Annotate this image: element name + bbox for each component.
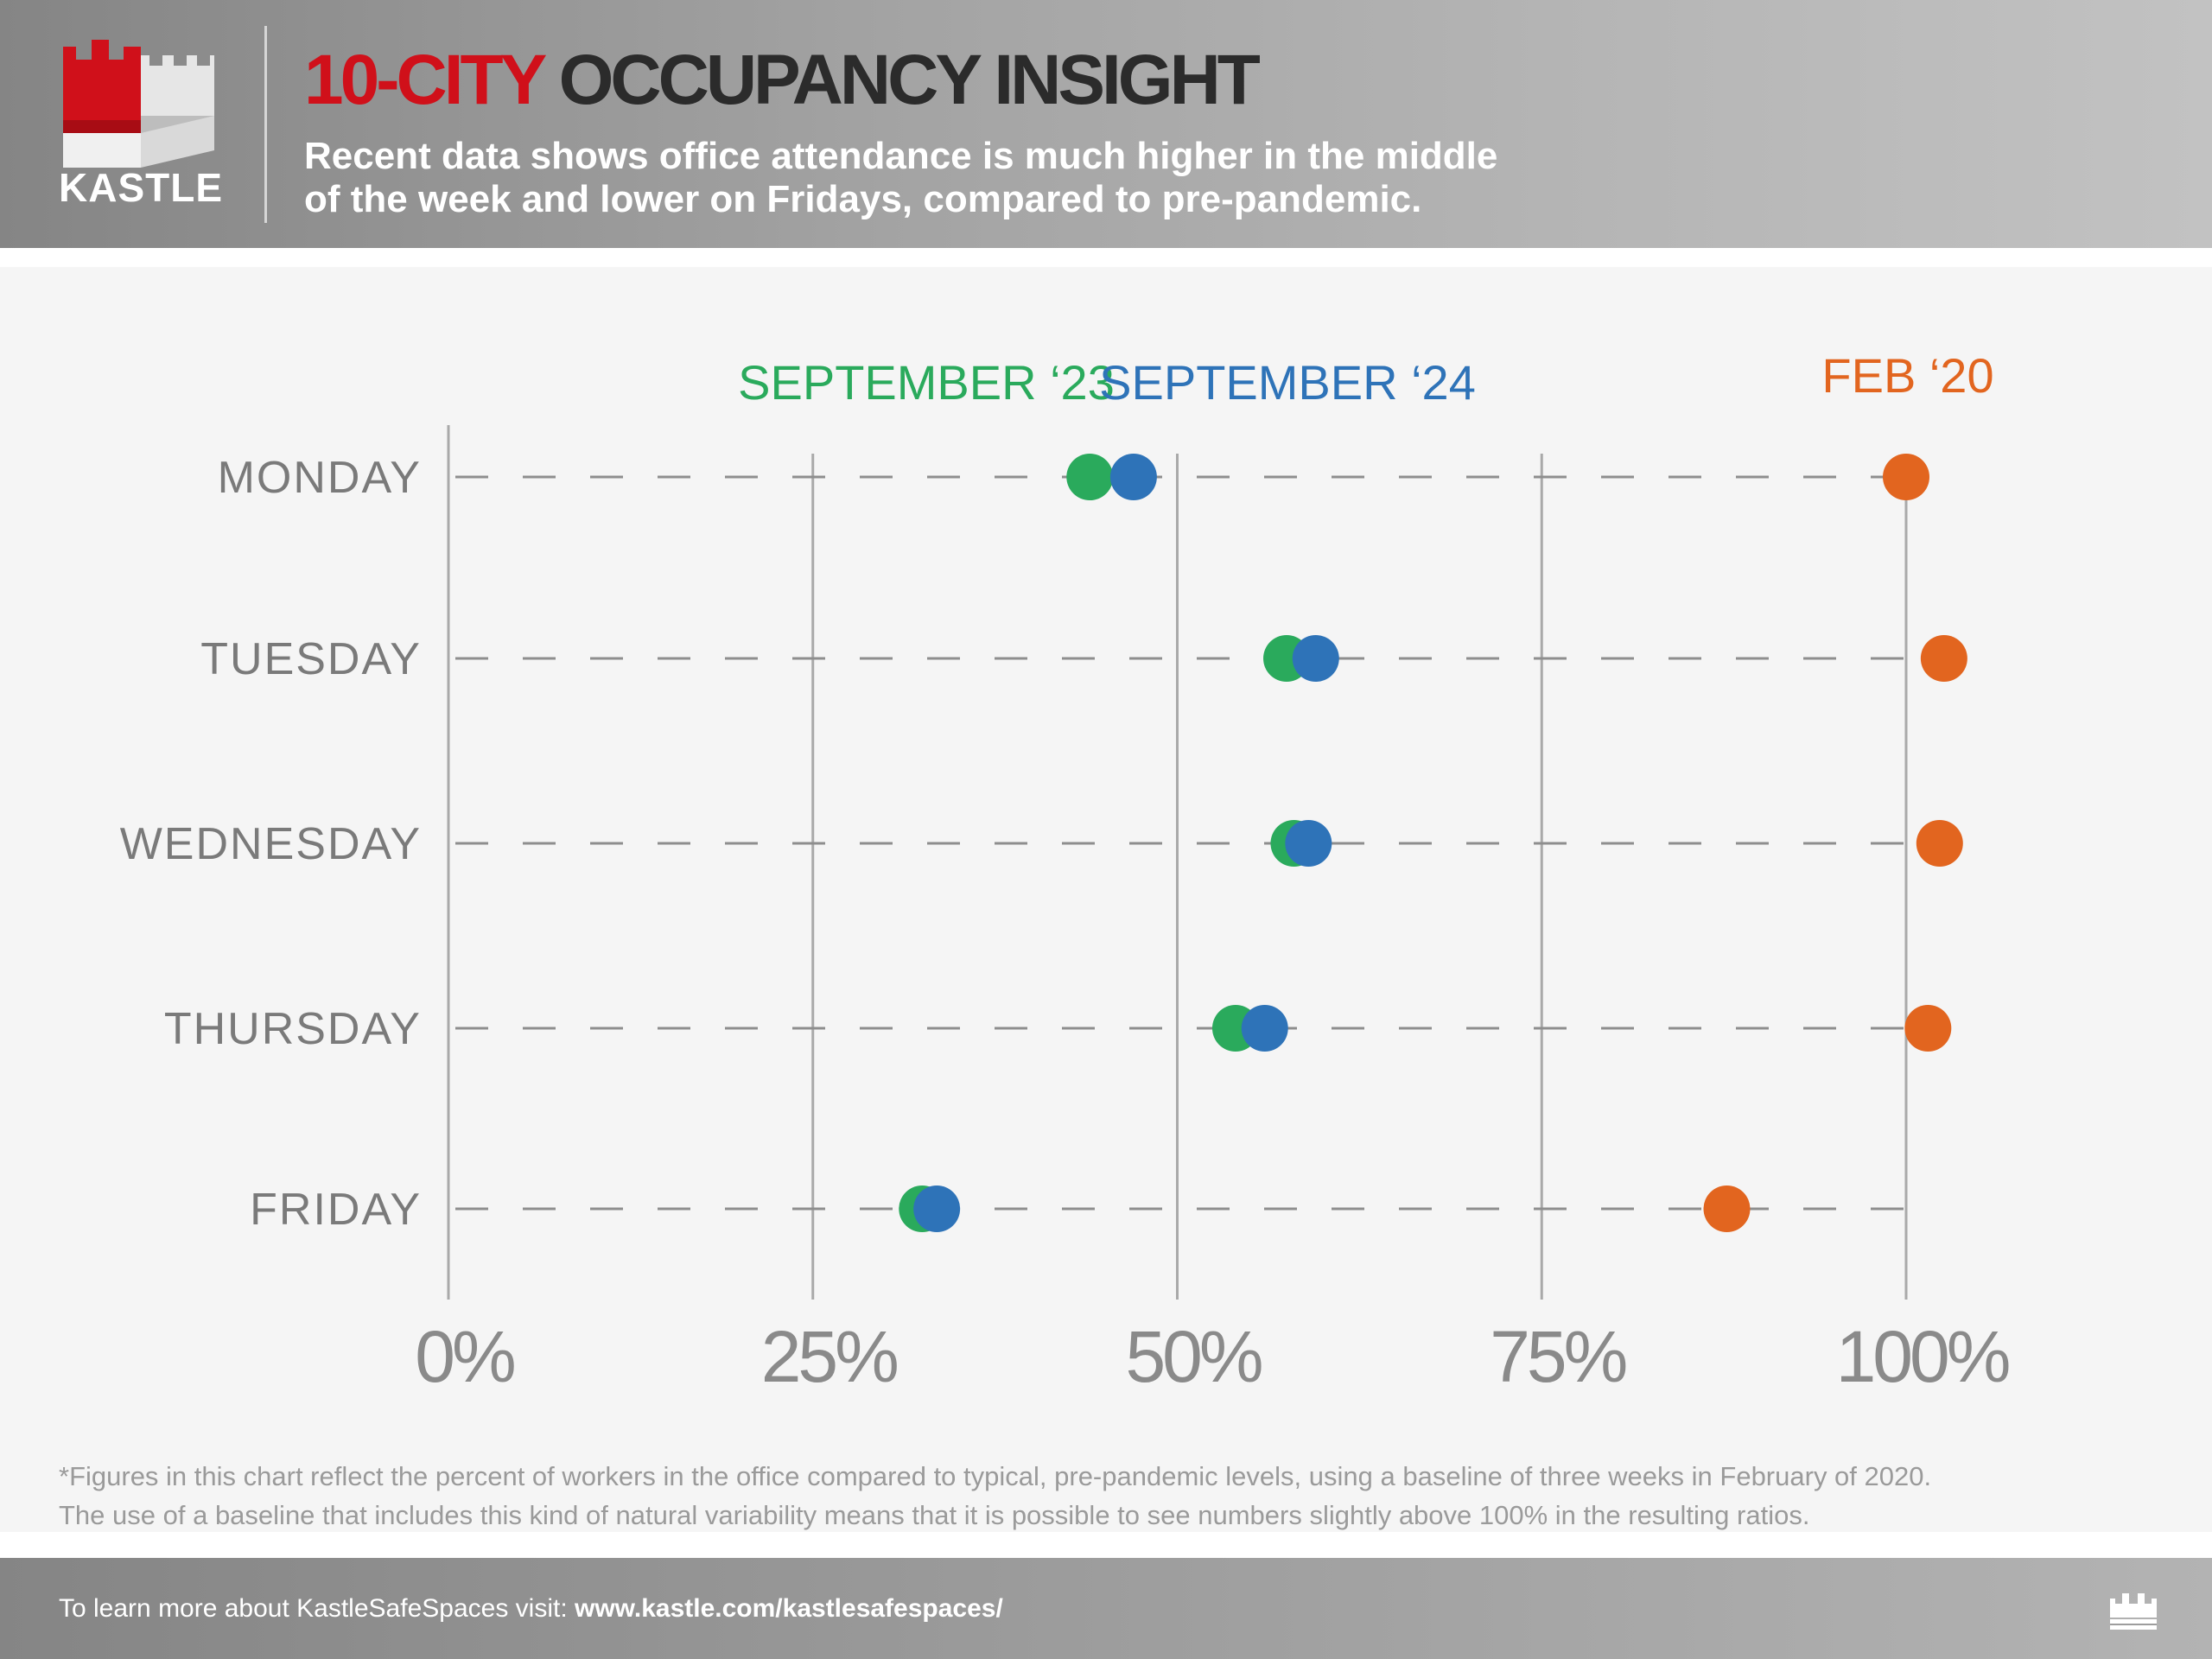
dot-series2-tuesday [1920,635,1967,682]
x-tick-label-50: 50% [1125,1316,1261,1397]
dot-series1-tuesday [1292,635,1339,682]
footnote-line-2: The use of a baseline that includes this… [59,1500,1810,1530]
page-title: 10-CITY OCCUPANCY INSIGHT [304,45,1261,116]
logo-wordmark: KASTLE [59,165,223,210]
footer-bar: To learn more about KastleSafeSpaces vis… [0,1558,2212,1659]
dot-series2-friday [1703,1185,1751,1232]
header-gap [0,248,2212,267]
castle-logo-icon [63,40,214,168]
footnote: *Figures in this chart reflect the perce… [59,1457,2167,1535]
category-label-thursday: THURSDAY [164,1004,422,1054]
subtitle-line-1: Recent data shows office attendance is m… [304,135,1498,177]
footer-link[interactable]: www.kastle.com/kastlesafespaces/ [574,1594,1003,1623]
legend-label-2: FEB ‘20 [1821,348,1993,403]
kastle-logo: KASTLE [50,29,232,219]
legend-label-0: SEPTEMBER ‘23 [738,355,1115,410]
dot-series2-thursday [1904,1005,1952,1052]
page-subtitle: Recent data shows office attendance is m… [304,135,1557,221]
category-label-friday: FRIDAY [250,1185,422,1235]
category-label-wednesday: WEDNESDAY [120,819,422,869]
footer-gap [0,1532,2212,1558]
category-label-tuesday: TUESDAY [200,634,422,684]
x-tick-label-0: 0% [415,1316,514,1397]
footer-lead: To learn more about KastleSafeSpaces vis… [59,1594,575,1623]
x-tick-label-75: 75% [1490,1316,1625,1397]
header-banner: KASTLE 10-CITY OCCUPANCY INSIGHT Recent … [0,0,2212,248]
dot-series1-thursday [1241,1005,1288,1052]
footnote-line-1: *Figures in this chart reflect the perce… [59,1461,1932,1491]
dot-series1-friday [913,1185,961,1232]
occupancy-dot-chart: MONDAY TUESDAY WEDNESDAY THURSDAY FRIDAY 0% 25… [120,348,2012,1397]
legend-label-1: SEPTEMBER ‘24 [1099,355,1476,410]
castle-icon [2110,1593,2157,1630]
x-tick-label-25: 25% [761,1316,897,1397]
title-red: 10-CITY [304,41,546,119]
title-dark: OCCUPANCY INSIGHT [558,41,1261,119]
dot-series1-wednesday [1285,820,1332,867]
x-tick-label-100: 100% [1836,1316,2009,1397]
category-label-monday: MONDAY [218,453,422,503]
dot-series1-monday [1109,454,1157,500]
subtitle-line-2: of the week and lower on Fridays, compar… [304,178,1422,220]
header-divider [264,26,267,223]
dot-series2-monday [1883,454,1929,500]
dot-series0-monday [1066,454,1114,500]
footer-text: To learn more about KastleSafeSpaces vis… [59,1594,1003,1624]
chart-panel: MONDAY TUESDAY WEDNESDAY THURSDAY FRIDAY 0% 25… [0,267,2212,1532]
dot-series2-wednesday [1916,820,1963,867]
